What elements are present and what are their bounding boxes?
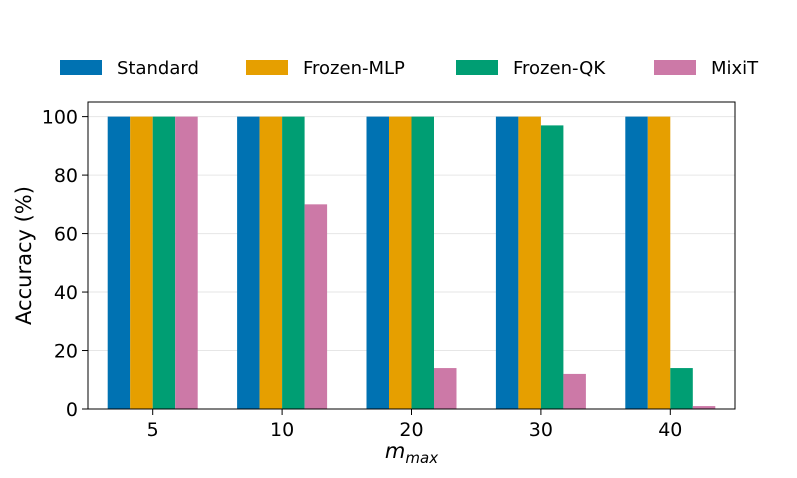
x-tick-label: 30: [529, 419, 553, 441]
legend-label: Standard: [117, 58, 199, 79]
bar: [625, 116, 648, 409]
bar: [259, 116, 283, 409]
y-axis-ticks: 0 20 40 60 80 100: [42, 107, 88, 421]
y-tick-label: 100: [42, 107, 78, 129]
x-axis-label: mmax: [385, 439, 438, 467]
x-axis-label-main: m: [385, 439, 405, 463]
legend-swatch: [456, 60, 498, 75]
x-tick-label: 40: [658, 419, 682, 441]
bar: [366, 116, 389, 409]
bar: [692, 406, 716, 409]
bar: [647, 116, 671, 409]
bar: [495, 116, 519, 409]
bar: [107, 116, 131, 409]
bar: [130, 116, 153, 409]
bar: [152, 116, 176, 409]
legend-label: MixiT: [711, 58, 759, 79]
x-axis-label-subscript: max: [405, 449, 438, 467]
x-tick-label: 20: [399, 419, 423, 441]
x-axis-ticks: 5 10 20 30 40: [147, 409, 682, 441]
legend: Standard Frozen-MLP Frozen-QK MixiT: [60, 58, 759, 79]
bar: [282, 116, 305, 409]
bar: [670, 368, 693, 409]
legend-swatch: [60, 60, 102, 75]
bar: [563, 373, 586, 409]
y-tick-label: 20: [54, 341, 78, 363]
legend-swatch: [654, 60, 696, 75]
bar: [304, 204, 328, 409]
bars: [107, 116, 716, 409]
y-tick-label: 40: [54, 282, 78, 304]
legend-label: Frozen-MLP: [303, 58, 405, 79]
y-tick-label: 60: [54, 224, 78, 246]
y-tick-label: 0: [66, 399, 78, 421]
bar: [434, 368, 457, 409]
bar: [540, 125, 564, 409]
bar: [389, 116, 412, 409]
x-tick-label: 10: [270, 419, 294, 441]
x-tick-label: 5: [147, 419, 159, 441]
y-tick-label: 80: [54, 165, 78, 187]
legend-label: Frozen-QK: [513, 58, 606, 79]
y-axis-label: Accuracy (%): [12, 186, 36, 325]
bar: [411, 116, 434, 409]
bar: [175, 116, 198, 409]
bar: [518, 116, 541, 409]
legend-swatch: [246, 60, 288, 75]
bar: [237, 116, 260, 409]
